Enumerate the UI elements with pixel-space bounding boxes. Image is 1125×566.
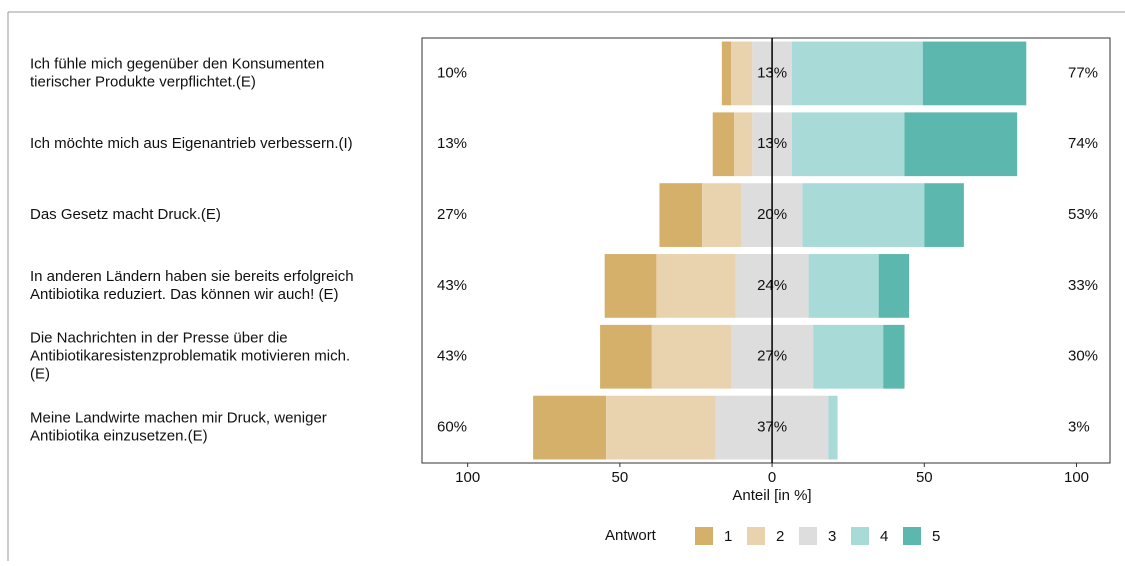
legend-label: 1 [724,528,732,545]
bar-segment [924,183,964,247]
category-label: tierischer Produkte verpflichtet.(E) [30,73,256,90]
left-total-label: 43% [437,277,467,294]
bar-segment [828,395,838,460]
category-label: (E) [30,366,50,383]
bar-segment [651,324,731,389]
bar-segment [659,183,703,247]
category-label: Antibiotika reduziert. Das können wir au… [30,286,338,303]
right-total-label: 74% [1068,135,1098,152]
bar-segment [600,324,652,389]
legend-swatch [695,527,713,545]
bar-segment [533,395,607,460]
left-total-label: 10% [437,64,467,81]
category-label: Ich fühle mich gegenüber den Konsumenten [30,55,324,72]
bar-segment [791,41,923,106]
category-label: Meine Landwirte machen mir Druck, wenige… [30,410,327,427]
right-total-label: 3% [1068,419,1090,436]
bar-segment [734,112,753,177]
bar-segment [791,112,905,177]
bar-segment [730,41,753,106]
x-tick-label: 50 [612,469,629,486]
left-total-label: 43% [437,348,467,365]
bar-segment [606,395,716,460]
bar-segment [922,41,1027,106]
bar-segment [883,324,905,389]
right-total-label: 33% [1068,277,1098,294]
bar-segment [702,183,742,247]
bar-segment [721,41,731,106]
left-total-label: 27% [437,206,467,223]
x-tick-label: 100 [1064,469,1089,486]
x-axis-label: Anteil [in %] [732,487,811,504]
category-label: Die Nachrichten in der Presse über die [30,330,288,347]
bar-segment [604,254,657,318]
legend-swatch [851,527,869,545]
category-label: In anderen Ländern haben sie bereits erf… [30,268,354,285]
legend-swatch [799,527,817,545]
category-label: Antibiotikaresistenzproblematik motivier… [30,348,350,365]
category-label: Das Gesetz macht Druck.(E) [30,206,221,223]
bar-segment [712,112,735,177]
right-total-label: 30% [1068,348,1098,365]
bar-segment [878,254,910,318]
legend-label: 4 [880,528,888,545]
bar-segment [808,254,879,318]
x-tick-label: 0 [768,469,776,486]
bar-segment [802,183,925,247]
left-total-label: 13% [437,135,467,152]
category-label: Ich möchte mich aus Eigenantrieb verbess… [30,135,353,152]
legend-label: 3 [828,528,836,545]
bar-segment [904,112,1018,177]
right-total-label: 53% [1068,206,1098,223]
legend-label: 5 [932,528,940,545]
legend-label: 2 [776,528,784,545]
legend-swatch [903,527,921,545]
legend-swatch [747,527,765,545]
x-tick-label: 50 [916,469,933,486]
right-total-label: 77% [1068,64,1098,81]
category-label: Antibiotika einzusetzen.(E) [30,428,208,445]
plot-frame [421,37,1111,464]
bar-segment [813,324,884,389]
left-total-label: 60% [437,419,467,436]
bar-segment [656,254,736,318]
x-tick-label: 100 [455,469,480,486]
legend-title: Antwort [605,527,657,544]
